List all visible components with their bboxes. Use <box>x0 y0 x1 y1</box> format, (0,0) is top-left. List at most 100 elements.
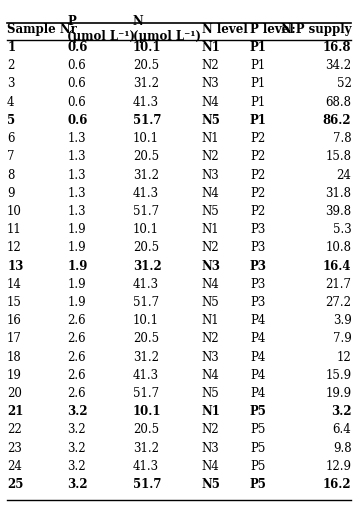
Text: 0.6: 0.6 <box>67 59 86 72</box>
Text: 3.2: 3.2 <box>67 424 86 437</box>
Text: 1.9: 1.9 <box>67 278 86 291</box>
Text: 1: 1 <box>7 41 15 54</box>
Text: 14: 14 <box>7 278 22 291</box>
Text: 19.9: 19.9 <box>325 387 351 400</box>
Text: N3: N3 <box>202 168 219 182</box>
Text: P2: P2 <box>250 168 265 182</box>
Text: 27.2: 27.2 <box>326 296 351 309</box>
Text: N
(μmol L⁻¹): N (μmol L⁻¹) <box>133 15 201 43</box>
Text: N5: N5 <box>202 296 219 309</box>
Text: N2: N2 <box>202 150 219 163</box>
Text: 19: 19 <box>7 369 22 382</box>
Text: 1.3: 1.3 <box>67 205 86 218</box>
Text: P4: P4 <box>250 351 265 364</box>
Text: 0.6: 0.6 <box>67 41 88 54</box>
Text: 31.2: 31.2 <box>133 260 162 272</box>
Text: P4: P4 <box>250 314 265 327</box>
Text: 10.1: 10.1 <box>133 314 159 327</box>
Text: 34.2: 34.2 <box>325 59 351 72</box>
Text: N2: N2 <box>202 59 219 72</box>
Text: 31.2: 31.2 <box>133 168 159 182</box>
Text: 20.5: 20.5 <box>133 150 159 163</box>
Text: P2: P2 <box>250 150 265 163</box>
Text: P1: P1 <box>250 41 267 54</box>
Text: P1: P1 <box>250 95 265 109</box>
Text: 41.3: 41.3 <box>133 369 159 382</box>
Text: 7.8: 7.8 <box>333 132 351 145</box>
Text: 41.3: 41.3 <box>133 460 159 473</box>
Text: P5: P5 <box>250 424 265 437</box>
Text: 20.5: 20.5 <box>133 59 159 72</box>
Text: 41.3: 41.3 <box>133 95 159 109</box>
Text: N2: N2 <box>202 332 219 345</box>
Text: 2.6: 2.6 <box>67 369 86 382</box>
Text: 10.1: 10.1 <box>133 223 159 236</box>
Text: P level: P level <box>250 23 294 36</box>
Text: Sample Nr: Sample Nr <box>7 23 77 36</box>
Text: 25: 25 <box>7 478 23 491</box>
Text: N1: N1 <box>202 314 219 327</box>
Text: 31.2: 31.2 <box>133 351 159 364</box>
Text: 20.5: 20.5 <box>133 242 159 254</box>
Text: 16.2: 16.2 <box>323 478 351 491</box>
Text: 5: 5 <box>7 114 15 127</box>
Text: 15.8: 15.8 <box>326 150 351 163</box>
Text: 22: 22 <box>7 424 22 437</box>
Text: N1: N1 <box>202 223 219 236</box>
Text: P2: P2 <box>250 205 265 218</box>
Text: N4: N4 <box>202 95 219 109</box>
Text: 4: 4 <box>7 95 15 109</box>
Text: P3: P3 <box>250 223 265 236</box>
Text: 9.8: 9.8 <box>333 442 351 455</box>
Text: 20.5: 20.5 <box>133 332 159 345</box>
Text: N2: N2 <box>202 424 219 437</box>
Text: P2: P2 <box>250 187 265 200</box>
Text: N1: N1 <box>202 132 219 145</box>
Text: 2: 2 <box>7 59 15 72</box>
Text: N4: N4 <box>202 460 219 473</box>
Text: 2.6: 2.6 <box>67 314 86 327</box>
Text: N3: N3 <box>202 442 219 455</box>
Text: 16.4: 16.4 <box>323 260 351 272</box>
Text: P1: P1 <box>250 59 265 72</box>
Text: 1.9: 1.9 <box>67 260 88 272</box>
Text: 3.2: 3.2 <box>67 405 88 418</box>
Text: 7.9: 7.9 <box>333 332 351 345</box>
Text: 1.9: 1.9 <box>67 242 86 254</box>
Text: 1.3: 1.3 <box>67 168 86 182</box>
Text: 68.8: 68.8 <box>326 95 351 109</box>
Text: 24: 24 <box>337 168 351 182</box>
Text: 3.2: 3.2 <box>67 460 86 473</box>
Text: P
(μmol L⁻¹): P (μmol L⁻¹) <box>67 15 135 43</box>
Text: 7: 7 <box>7 150 15 163</box>
Text: P1: P1 <box>250 77 265 90</box>
Text: P4: P4 <box>250 332 265 345</box>
Text: P1: P1 <box>250 114 267 127</box>
Text: N4: N4 <box>202 369 219 382</box>
Text: P3: P3 <box>250 242 265 254</box>
Text: 15: 15 <box>7 296 22 309</box>
Text: 10.1: 10.1 <box>133 132 159 145</box>
Text: 12.9: 12.9 <box>326 460 351 473</box>
Text: P5: P5 <box>250 478 267 491</box>
Text: 51.7: 51.7 <box>133 114 161 127</box>
Text: 18: 18 <box>7 351 22 364</box>
Text: 10.1: 10.1 <box>133 41 161 54</box>
Text: P3: P3 <box>250 260 267 272</box>
Text: N3: N3 <box>202 77 219 90</box>
Text: 1.9: 1.9 <box>67 223 86 236</box>
Text: 2.6: 2.6 <box>67 351 86 364</box>
Text: N5: N5 <box>202 114 220 127</box>
Text: 12: 12 <box>7 242 22 254</box>
Text: P4: P4 <box>250 387 265 400</box>
Text: 2.6: 2.6 <box>67 332 86 345</box>
Text: 16: 16 <box>7 314 22 327</box>
Text: 31.2: 31.2 <box>133 77 159 90</box>
Text: N2: N2 <box>202 242 219 254</box>
Text: 3.9: 3.9 <box>333 314 351 327</box>
Text: N5: N5 <box>202 387 219 400</box>
Text: 1.3: 1.3 <box>67 187 86 200</box>
Text: N3: N3 <box>202 260 221 272</box>
Text: 51.7: 51.7 <box>133 478 161 491</box>
Text: 10: 10 <box>7 205 22 218</box>
